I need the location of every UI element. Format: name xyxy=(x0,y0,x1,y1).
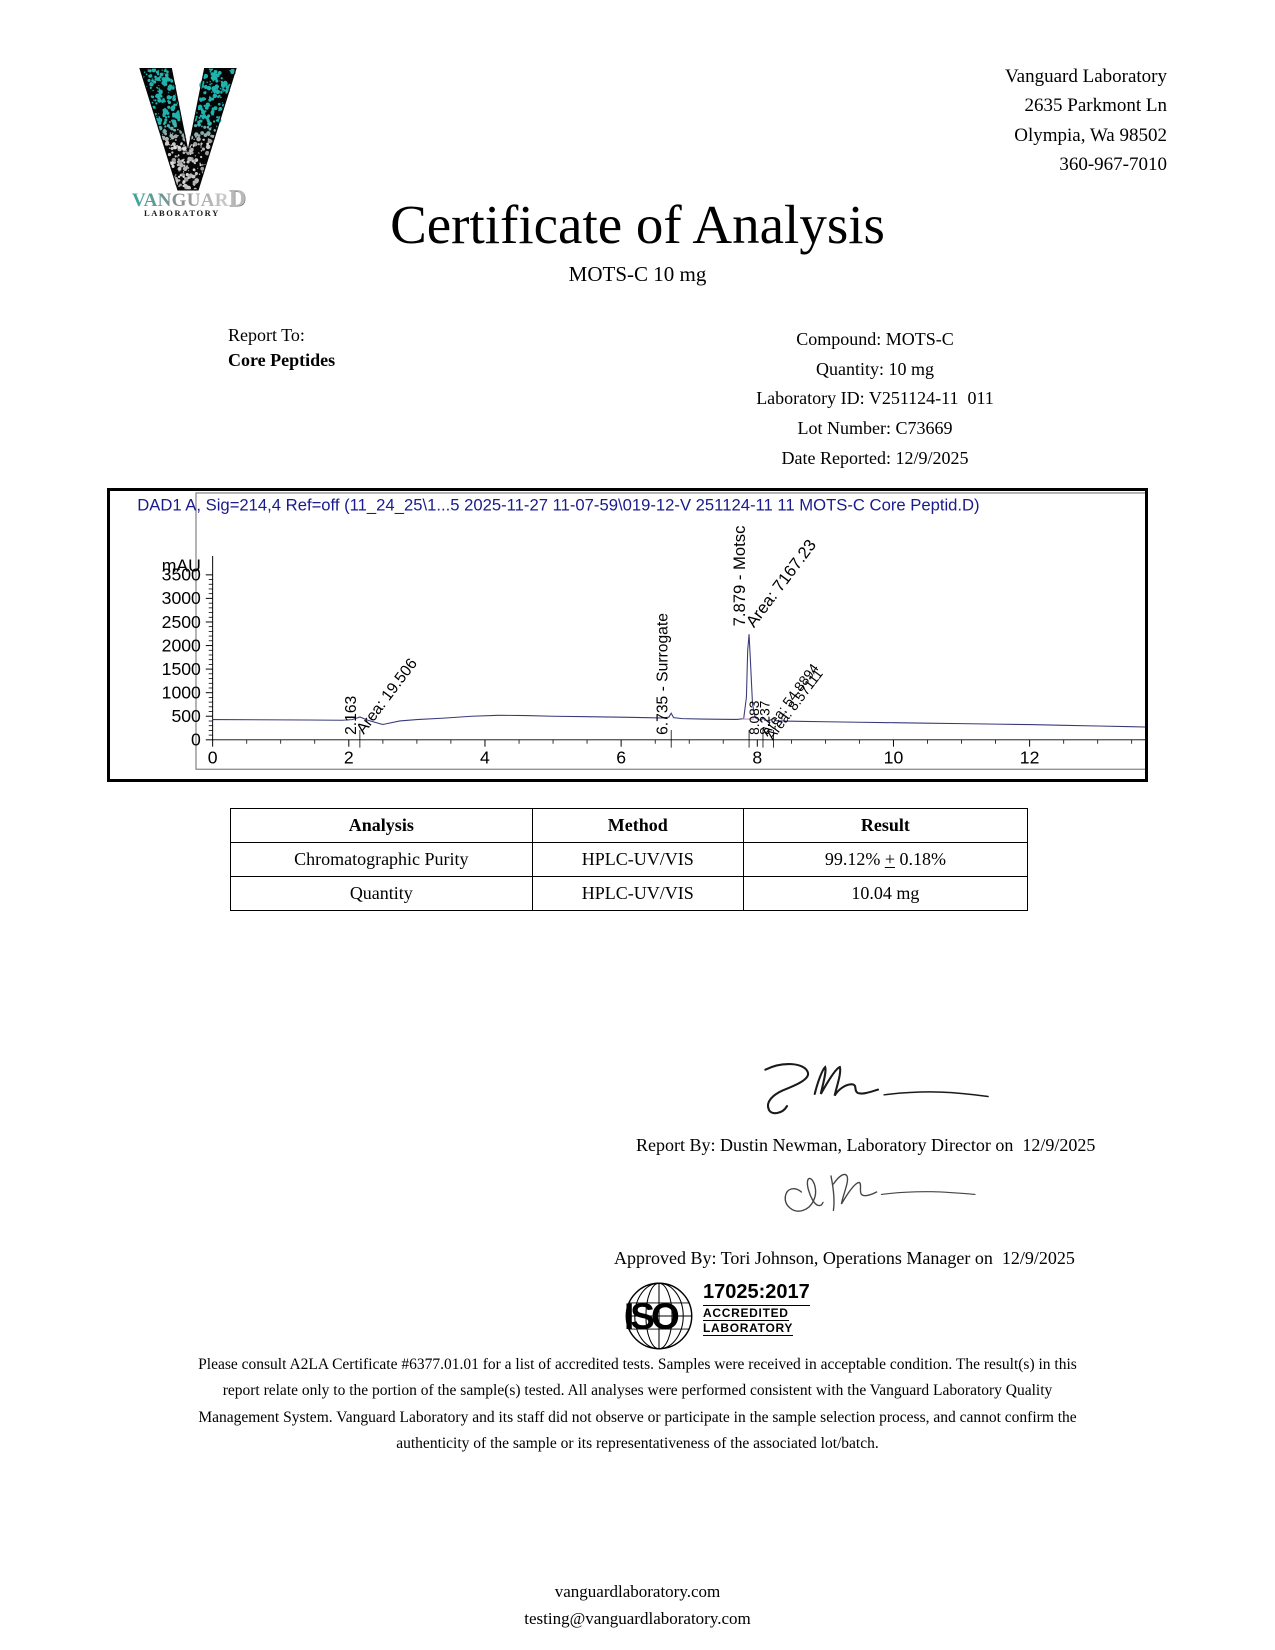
svg-text:7.879 - Motsc: 7.879 - Motsc xyxy=(730,526,749,627)
svg-text:4: 4 xyxy=(480,747,490,767)
svg-text:6.735 - Surrogate: 6.735 - Surrogate xyxy=(654,613,671,735)
svg-text:500: 500 xyxy=(171,706,201,726)
svg-text:mAU: mAU xyxy=(162,555,201,575)
svg-text:6: 6 xyxy=(616,747,626,767)
svg-text:2000: 2000 xyxy=(162,635,201,655)
svg-text:DAD1 A, Sig=214,4 Ref=off (11_: DAD1 A, Sig=214,4 Ref=off (11_24_25\1...… xyxy=(137,496,979,515)
svg-text:3000: 3000 xyxy=(162,588,201,608)
svg-text:8: 8 xyxy=(752,747,762,767)
svg-text:1500: 1500 xyxy=(162,659,201,679)
svg-text:1000: 1000 xyxy=(162,683,201,703)
svg-text:10: 10 xyxy=(884,747,904,767)
svg-text:2: 2 xyxy=(344,747,354,767)
svg-text:2500: 2500 xyxy=(162,612,201,632)
svg-text:0: 0 xyxy=(191,730,201,750)
svg-text:0: 0 xyxy=(208,747,218,767)
svg-text:12: 12 xyxy=(1020,747,1040,767)
